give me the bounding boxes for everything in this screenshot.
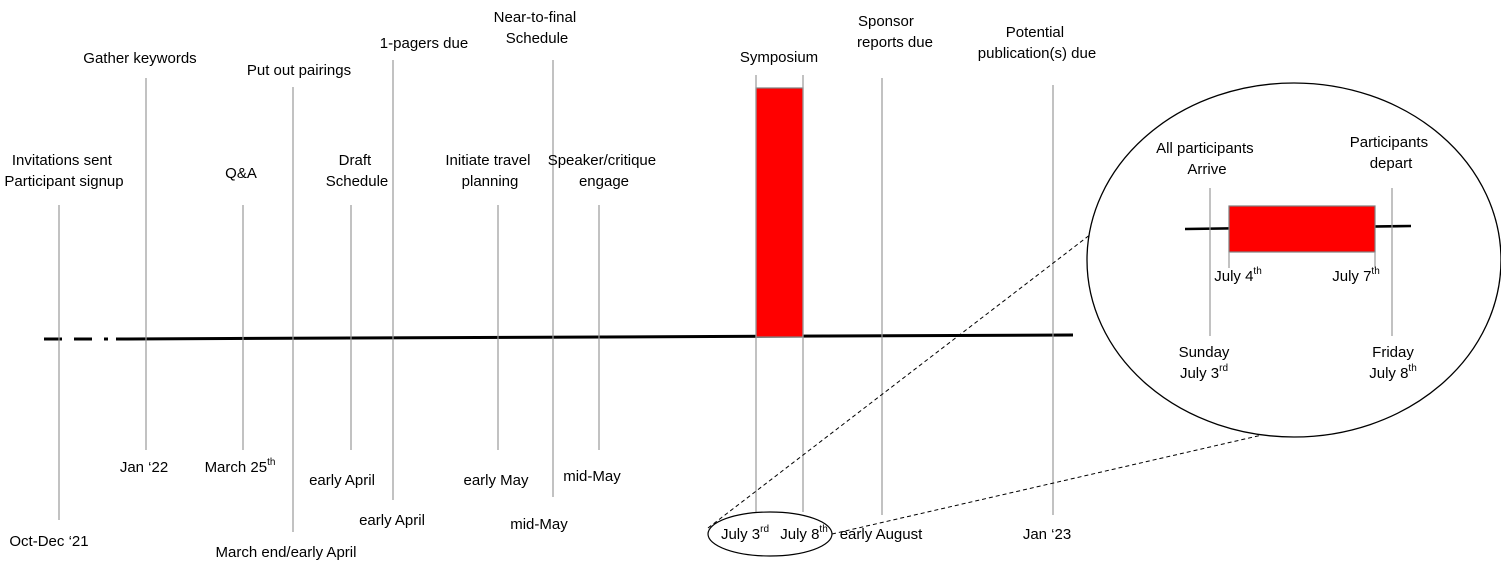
event-labels: Invitations sent Participant signup Gath… xyxy=(4,9,1096,190)
detail-arrive-date: July 3rd xyxy=(1180,363,1228,382)
detail-zoom: All participants Arrive Participants dep… xyxy=(1086,82,1501,438)
sponsor-date: early August xyxy=(840,526,923,543)
qa-date-sup: th xyxy=(267,457,275,468)
detail-arrive-day: Sunday xyxy=(1179,344,1230,361)
keywords-date: Jan ‘22 xyxy=(120,459,168,476)
speaker-date: mid-May xyxy=(563,468,621,485)
detail-depart-label: Participants depart xyxy=(1350,134,1433,172)
symposium-end-date-main: July 8 xyxy=(780,526,819,543)
sponsor-label: Sponsor reports due xyxy=(857,13,933,51)
qa-date: March 25th xyxy=(205,457,276,476)
symposium-end-date: July 8th xyxy=(780,524,828,543)
zoom-connector-top xyxy=(707,220,1109,529)
detail-start-date-sup: th xyxy=(1253,266,1261,277)
tick-lines xyxy=(58,60,1054,532)
detail-end-date: July 7th xyxy=(1332,266,1380,285)
detail-arrive-date-main: July 3 xyxy=(1180,365,1219,382)
invitations-date: Oct-Dec ‘21 xyxy=(9,533,88,550)
publication-date: Jan ‘23 xyxy=(1023,526,1071,543)
travel-date: early May xyxy=(463,472,529,489)
main-axis xyxy=(44,333,1074,341)
neartofinal-date: mid-May xyxy=(510,516,568,533)
neartofinal-label: Near-to-final Schedule xyxy=(494,9,581,47)
invitations-label: Invitations sent Participant signup xyxy=(4,152,123,190)
qa-label: Q&A xyxy=(225,165,257,182)
symposium-bar xyxy=(755,87,804,338)
detail-depart-date-sup: th xyxy=(1408,363,1416,374)
detail-arrive-date-sup: rd xyxy=(1219,363,1228,374)
onepagers-label: 1-pagers due xyxy=(380,35,468,52)
detail-start-date: July 4th xyxy=(1214,266,1262,285)
symposium-start-date-main: July 3 xyxy=(721,526,760,543)
symposium-start-date: July 3rd xyxy=(721,524,769,543)
symposium-label: Symposium xyxy=(740,49,818,66)
draft-label: Draft Schedule xyxy=(326,152,389,190)
detail-start-date-main: July 4 xyxy=(1214,268,1253,285)
detail-bar xyxy=(1228,205,1376,253)
publication-label: Potential publication(s) due xyxy=(978,24,1096,62)
onepagers-date: early April xyxy=(359,512,425,529)
speaker-label: Speaker/critique engage xyxy=(548,152,661,190)
detail-end-date-main: July 7 xyxy=(1332,268,1371,285)
detail-depart-date-main: July 8 xyxy=(1369,365,1408,382)
symposium-end-date-sup: th xyxy=(819,524,827,535)
qa-date-main: March 25 xyxy=(205,459,268,476)
keywords-label: Gather keywords xyxy=(83,50,196,67)
detail-ellipse xyxy=(1086,82,1501,438)
pairings-label: Put out pairings xyxy=(247,62,351,79)
detail-end-date-sup: th xyxy=(1371,266,1379,277)
detail-depart-date: July 8th xyxy=(1369,363,1417,382)
symposium-start-date-sup: rd xyxy=(760,524,769,535)
detail-depart-day: Friday xyxy=(1372,344,1414,361)
axis-solid-line xyxy=(115,333,1074,341)
detail-arrive-label: All participants Arrive xyxy=(1156,140,1258,178)
travel-label: Initiate travel planning xyxy=(445,152,534,190)
draft-date: early April xyxy=(309,472,375,489)
pairings-date: March end/early April xyxy=(216,544,357,561)
event-dates: Oct-Dec ‘21 Jan ‘22 March 25th March end… xyxy=(9,457,1071,561)
